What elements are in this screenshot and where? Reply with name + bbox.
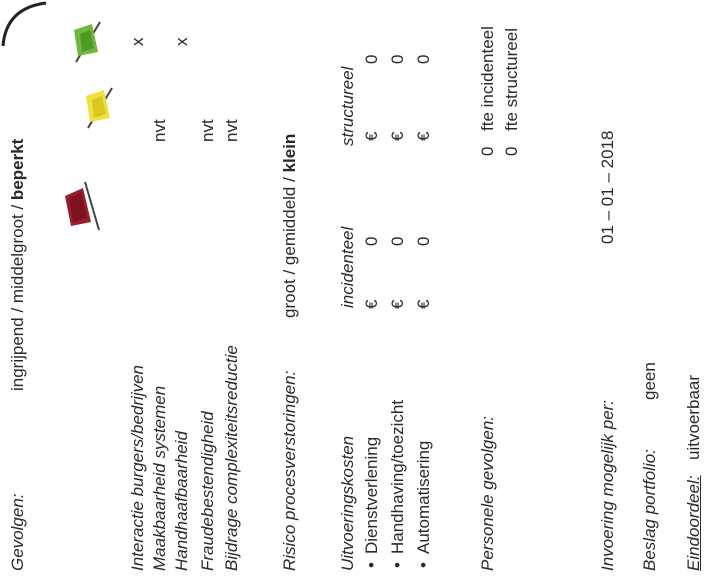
kosten-automatisering-eur1: € [414, 299, 433, 309]
kosten-automatisering-incidenteel: 0 [414, 236, 433, 246]
gevolgen-sep-1: / [8, 303, 27, 313]
kosten-handhaving-incidenteel: 0 [388, 236, 407, 246]
risico-opt-gemiddeld: gemiddeld [280, 186, 299, 266]
risico-sep-1: / [280, 265, 299, 275]
green-flag-icon [74, 21, 101, 63]
eindoordeel-value: uitvoerbaar [684, 374, 703, 460]
maakbaarheid-mark: nvt [150, 119, 169, 142]
complexiteitsreductie-label: Bijdrage complexiteitsreductie [222, 345, 241, 571]
handhaafbaarheid-label: Handhaafbaarheid [172, 431, 191, 571]
risico-opt-klein: klein [280, 133, 299, 173]
gevolgen-opt-beperkt: beperkt [8, 138, 27, 201]
interactie-label: Interactie burgers/bedrijven [128, 364, 147, 571]
risico-sep-2: / [280, 172, 299, 182]
kosten-handhaving-structureel: 0 [388, 54, 407, 64]
kosten-handhaving-eur1: € [388, 299, 407, 309]
handhaafbaarheid-mark: x [172, 37, 191, 47]
yellow-flag-icon [86, 87, 113, 129]
personele-label: Personele gevolgen: [478, 415, 497, 571]
beslag-label: Beslag portfolio: [640, 449, 659, 571]
personele-structureel-unit: fte structureel [502, 28, 521, 131]
maakbaarheid-label: Maakbaarheid systemen [150, 385, 169, 571]
fraudebestendigheid-label: Fraudebestendigheid [198, 411, 217, 571]
fraudebestendigheid-mark: nvt [198, 119, 217, 142]
kosten-dienst-eur2: € [362, 131, 381, 141]
invoering-label: Invoering mogelijk per: [598, 399, 617, 571]
kosten-row-automatisering: Automatisering [414, 441, 434, 554]
kosten-row-dienstverlening: Dienstverlening [362, 437, 382, 554]
eindoordeel-label: Eindoordeel: [684, 475, 703, 571]
gevolgen-opt-ingrijpend: ingrijpend [8, 317, 27, 391]
interactie-mark: x [128, 37, 147, 47]
gevolgen-label: Gevolgen: [8, 493, 27, 572]
kosten-automatisering-eur2: € [414, 131, 433, 141]
gevolgen-sep-2: / [8, 200, 27, 210]
personele-incidenteel-unit: fte incidenteel [478, 26, 497, 131]
kosten-dienst-incidenteel: 0 [362, 236, 381, 246]
kosten-handhaving-eur2: € [388, 131, 407, 141]
invoering-datum: 01 – 01 – 2018 [598, 130, 617, 244]
personele-structureel-value: 0 [502, 146, 521, 156]
col-incidenteel: incidenteel [338, 226, 357, 308]
gevolgen-opt-middelgroot: middelgroot [8, 214, 27, 304]
risico-opt-groot: groot [280, 279, 299, 318]
kosten-row-handhaving: Handhaving/toezicht [388, 400, 408, 554]
uitvoeringskosten-label: Uitvoeringskosten [338, 435, 357, 571]
personele-incidenteel-value: 0 [478, 146, 497, 156]
risico-label: Risico procesverstoringen: [280, 370, 299, 571]
complexiteitsreductie-mark: nvt [222, 119, 241, 142]
kosten-dienst-structureel: 0 [362, 54, 381, 64]
risico-options: groot / gemiddeld / klein [280, 134, 300, 318]
gevolgen-options: ingrijpend / middelgroot / beperkt [8, 139, 28, 391]
col-structureel: structureel [338, 66, 357, 146]
kosten-automatisering-structureel: 0 [414, 54, 433, 64]
red-flag-icon [65, 181, 100, 231]
page-corner-arc [1, 1, 47, 47]
beslag-value: geen [640, 362, 659, 400]
kosten-dienst-eur1: € [362, 299, 381, 309]
